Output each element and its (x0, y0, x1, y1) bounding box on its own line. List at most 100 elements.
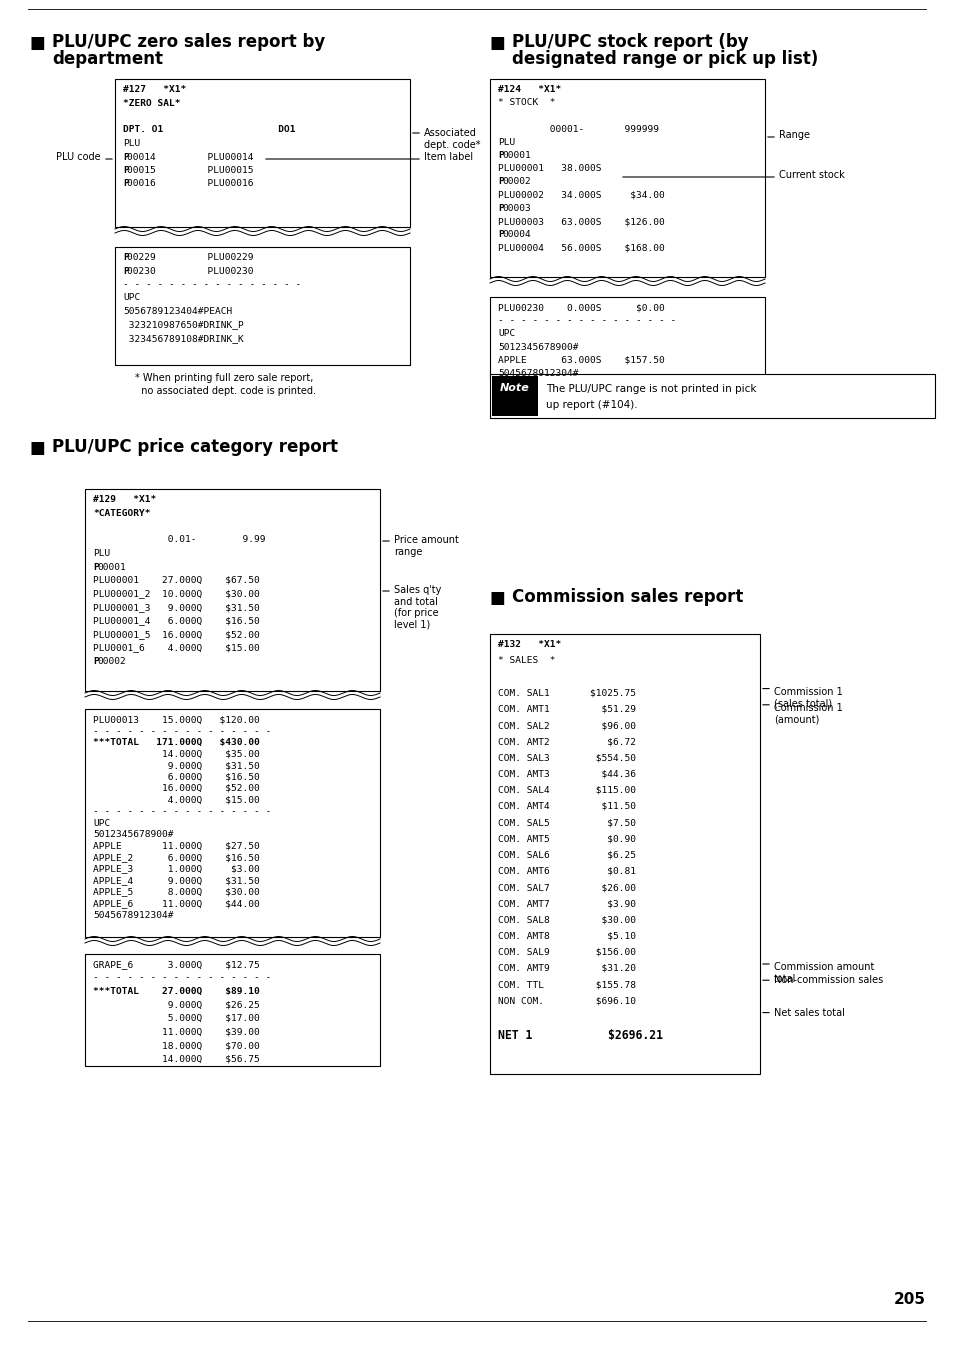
Text: P: P (123, 166, 129, 175)
Text: 5012345678900#: 5012345678900# (497, 343, 578, 352)
Text: PLU00003   63.000S    $126.00: PLU00003 63.000S $126.00 (497, 217, 664, 227)
Text: Associated
dept. code*: Associated dept. code* (423, 128, 480, 150)
Text: 5.000Q    $17.00: 5.000Q $17.00 (92, 1014, 259, 1023)
Text: APPLE      63.000S    $157.50: APPLE 63.000S $157.50 (497, 356, 664, 364)
Text: NON COM.         $696.10: NON COM. $696.10 (497, 997, 636, 1005)
Text: 5056789123404#PEACH: 5056789123404#PEACH (123, 308, 232, 316)
Text: COM. AMT6          $0.81: COM. AMT6 $0.81 (497, 867, 636, 876)
Bar (490, 80, 764, 277)
Text: COM. SAL8         $30.00: COM. SAL8 $30.00 (497, 916, 636, 924)
Text: 00229         PLU00229: 00229 PLU00229 (127, 254, 253, 262)
Text: PLU00001_2  10.000Q    $30.00: PLU00001_2 10.000Q $30.00 (92, 590, 259, 599)
Text: P: P (92, 563, 99, 572)
Text: APPLE       11.000Q    $27.50: APPLE 11.000Q $27.50 (92, 842, 259, 850)
Text: 205: 205 (893, 1292, 925, 1307)
Text: PLU00001    27.000Q    $67.50: PLU00001 27.000Q $67.50 (92, 576, 259, 585)
Bar (115, 80, 410, 227)
Text: COM. SAL4        $115.00: COM. SAL4 $115.00 (497, 786, 636, 795)
Text: - - - - - - - - - - - - - - - -: - - - - - - - - - - - - - - - - (92, 974, 271, 982)
Text: COM. AMT8          $5.10: COM. AMT8 $5.10 (497, 932, 636, 940)
Text: PLU/UPC zero sales report by: PLU/UPC zero sales report by (52, 32, 325, 51)
Text: Item label: Item label (423, 152, 473, 162)
Text: Commission 1
(amount): Commission 1 (amount) (773, 703, 841, 724)
Text: up report (#104).: up report (#104). (545, 401, 637, 410)
Text: COM. SAL2         $96.00: COM. SAL2 $96.00 (497, 720, 636, 730)
Text: COM. SAL6          $6.25: COM. SAL6 $6.25 (497, 851, 636, 859)
Text: 14.000Q    $56.75: 14.000Q $56.75 (92, 1055, 259, 1063)
Text: P: P (497, 204, 503, 213)
Text: P: P (92, 657, 99, 666)
Text: PLU00230    0.000S      $0.00: PLU00230 0.000S $0.00 (497, 304, 664, 312)
Text: Commission amount
total: Commission amount total (773, 962, 874, 983)
Text: - - - - - - - - - - - - - - - -: - - - - - - - - - - - - - - - - (92, 727, 271, 735)
Text: ■: ■ (30, 34, 46, 53)
Text: P: P (497, 178, 503, 186)
Text: 323456789108#DRINK_K: 323456789108#DRINK_K (123, 335, 244, 343)
Text: 5045678912304#: 5045678912304# (497, 370, 578, 378)
Text: PLU00002   34.000S     $34.00: PLU00002 34.000S $34.00 (497, 190, 664, 200)
Text: - - - - - - - - - - - - - - - -: - - - - - - - - - - - - - - - - (497, 316, 676, 325)
Text: COM. SAL9        $156.00: COM. SAL9 $156.00 (497, 948, 636, 956)
Text: ■: ■ (490, 34, 505, 53)
Bar (492, 376, 537, 415)
Text: 00001-       999999: 00001- 999999 (497, 124, 659, 134)
Text: P: P (123, 179, 129, 189)
Text: PLU code: PLU code (56, 152, 101, 162)
Text: 5045678912304#: 5045678912304# (92, 911, 173, 920)
Text: Range: Range (779, 130, 809, 140)
Text: ***TOTAL    27.000Q    $89.10: ***TOTAL 27.000Q $89.10 (92, 987, 259, 996)
Text: #129   *X1*: #129 *X1* (92, 495, 156, 505)
Text: 00015         PLU00015: 00015 PLU00015 (127, 166, 253, 175)
Text: PLU00001_4   6.000Q    $16.50: PLU00001_4 6.000Q $16.50 (92, 616, 259, 626)
Text: - - - - - - - - - - - - - - - -: - - - - - - - - - - - - - - - - (92, 807, 271, 816)
Text: * When printing full zero sale report,: * When printing full zero sale report, (135, 374, 313, 383)
Text: COM. AMT4         $11.50: COM. AMT4 $11.50 (497, 803, 636, 811)
Text: ■: ■ (490, 590, 505, 607)
Text: COM. AMT9         $31.20: COM. AMT9 $31.20 (497, 965, 636, 973)
Text: APPLE_4      9.000Q    $31.50: APPLE_4 9.000Q $31.50 (92, 876, 259, 885)
Text: COM. AMT3         $44.36: COM. AMT3 $44.36 (497, 769, 636, 778)
Text: UPC: UPC (497, 329, 515, 339)
Text: 18.000Q    $70.00: 18.000Q $70.00 (92, 1041, 259, 1050)
Text: 00014         PLU00014: 00014 PLU00014 (127, 152, 253, 162)
Text: COM. AMT5          $0.90: COM. AMT5 $0.90 (497, 835, 636, 843)
Text: PLU00001   38.000S: PLU00001 38.000S (497, 165, 601, 173)
Text: DPT. O1                    DO1: DPT. O1 DO1 (123, 125, 295, 135)
Text: The PLU/UPC range is not printed in pick: The PLU/UPC range is not printed in pick (545, 384, 756, 394)
Text: ■: ■ (30, 438, 46, 457)
Text: 00002: 00002 (501, 178, 531, 186)
Text: Price amount
range: Price amount range (394, 536, 458, 557)
Text: * SALES  *: * SALES * (497, 656, 555, 665)
Bar (85, 488, 379, 691)
Text: 16.000Q    $52.00: 16.000Q $52.00 (92, 784, 259, 793)
Bar (490, 634, 760, 1074)
Text: 00003: 00003 (501, 204, 531, 213)
Text: P: P (123, 152, 129, 162)
Text: COM. SAL7         $26.00: COM. SAL7 $26.00 (497, 884, 636, 892)
Text: PLU: PLU (123, 139, 140, 148)
Text: APPLE_6     11.000Q    $44.00: APPLE_6 11.000Q $44.00 (92, 898, 259, 908)
Text: 00230         PLU00230: 00230 PLU00230 (127, 267, 253, 275)
Text: PLU/UPC price category report: PLU/UPC price category report (52, 438, 337, 456)
Text: PLU0001_6    4.000Q    $15.00: PLU0001_6 4.000Q $15.00 (92, 643, 259, 653)
Text: PLU: PLU (497, 138, 515, 147)
Text: #127   *X1*: #127 *X1* (123, 85, 186, 94)
Text: 00016         PLU00016: 00016 PLU00016 (127, 179, 253, 189)
Text: 00001: 00001 (501, 151, 531, 161)
Text: APPLE_2      6.000Q    $16.50: APPLE_2 6.000Q $16.50 (92, 853, 259, 862)
Text: Commission 1
(sales total): Commission 1 (sales total) (773, 687, 841, 708)
Text: NET 1           $2696.21: NET 1 $2696.21 (497, 1029, 662, 1041)
Text: Current stock: Current stock (779, 170, 843, 179)
Text: Non-commission sales: Non-commission sales (773, 975, 882, 985)
Text: PLU: PLU (92, 549, 111, 558)
Text: 14.000Q    $35.00: 14.000Q $35.00 (92, 750, 259, 758)
Text: 5012345678900#: 5012345678900# (92, 830, 173, 839)
Text: GRAPE_6      3.000Q    $12.75: GRAPE_6 3.000Q $12.75 (92, 960, 259, 969)
Text: PLU00001_3   9.000Q    $31.50: PLU00001_3 9.000Q $31.50 (92, 603, 259, 612)
Text: *CATEGORY*: *CATEGORY* (92, 509, 151, 518)
Text: * STOCK  *: * STOCK * (497, 98, 555, 107)
Text: UPC: UPC (92, 819, 111, 827)
Text: COM. AMT7          $3.90: COM. AMT7 $3.90 (497, 900, 636, 908)
Text: COM. TTL         $155.78: COM. TTL $155.78 (497, 981, 636, 989)
Text: P: P (497, 151, 503, 161)
